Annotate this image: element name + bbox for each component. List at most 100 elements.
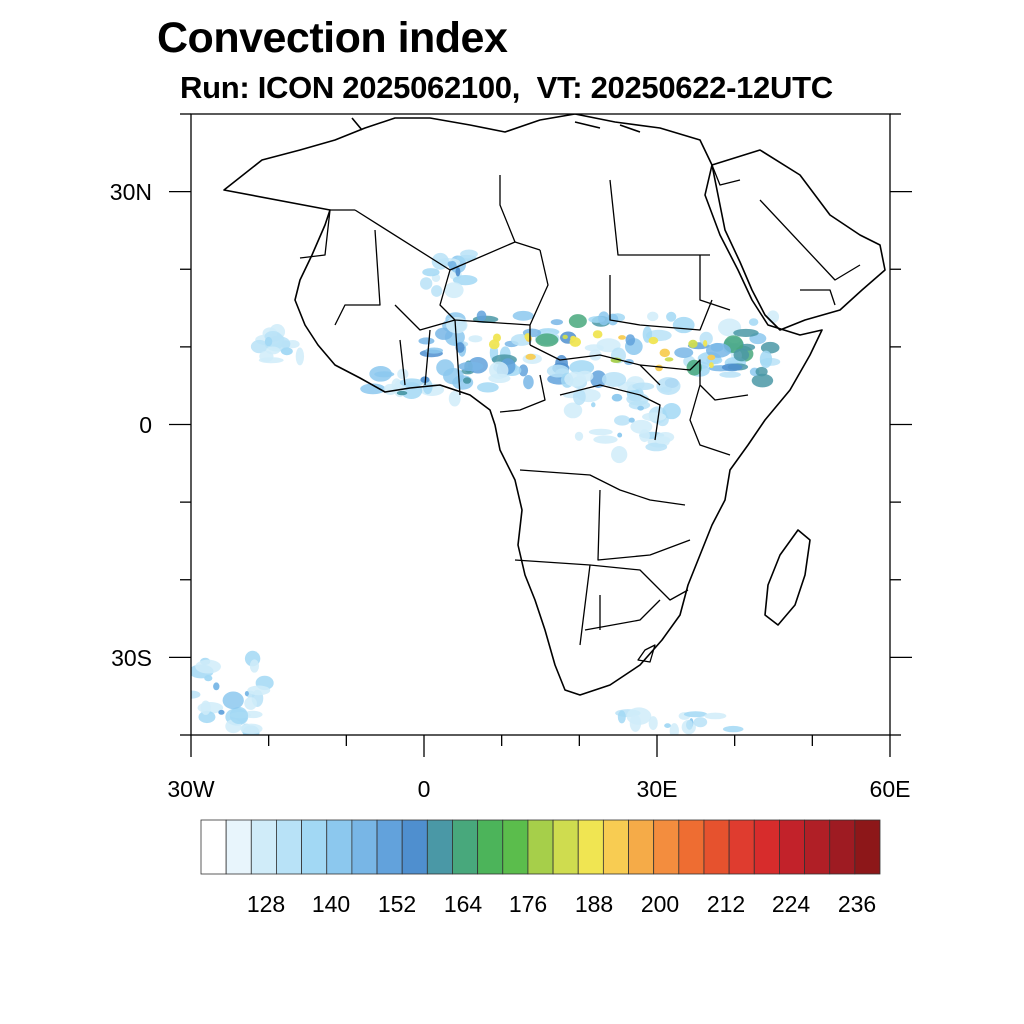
convection-cell [699,331,713,346]
colorbar-swatch [477,819,504,875]
colorbar-swatch [628,819,655,875]
x-tick-label-30e: 30E [637,776,678,802]
convection-core [707,354,716,361]
convection-cell [593,435,618,444]
x-tick-label-60e: 60E [870,776,911,802]
colorbar-label-212: 212 [707,891,745,917]
convection-core [281,340,291,350]
convection-cell [564,371,587,387]
colorbar-swatch [829,819,856,875]
convection-cell [722,725,744,733]
convection-cell [611,446,628,464]
colorbar-swatch [678,819,705,875]
convection-cell [573,388,586,406]
convection-cell [455,342,465,353]
convection-cell [588,428,613,436]
colorbar-label-176: 176 [509,891,547,917]
colorbar-label-224: 224 [772,891,811,917]
convection-cell [250,339,268,354]
colorbar-swatch [225,819,252,875]
convection-cell [705,343,731,358]
convection-cell [614,415,631,426]
convection-cell [512,310,534,321]
colorbar-swatch [602,819,629,875]
convection-cell [760,341,780,354]
convection-cell [452,275,478,286]
map-plot-area [191,114,886,735]
convection-core [688,339,698,349]
convection-cell [648,716,658,731]
convection-cell [574,431,584,441]
convection-cell [755,366,768,377]
convection-cell [418,337,435,345]
convection-cell [669,723,679,735]
axis-ticks [169,113,912,757]
convection-cell [446,316,468,334]
convection-cell [476,310,487,322]
convection-cell [719,371,741,378]
convection-cell [448,390,461,407]
x-tick-label-30w: 30W [167,776,215,802]
colorbar-swatch [401,819,428,875]
convection-cell [488,373,511,384]
convection-cell [683,711,708,718]
convection-cell [295,347,305,366]
africa-coast [223,114,823,696]
colorbar-label-152: 152 [378,891,416,917]
convection-cell [686,359,702,376]
convection-cell [435,327,453,340]
convection-core [244,690,249,697]
convection-cell [247,685,271,696]
y-tick-label-0: 0 [139,412,152,438]
convection-cell [759,350,773,369]
convection-cell [645,442,668,452]
convection-cell [590,370,607,388]
colorbar-swatch [577,819,604,875]
convection-core [611,393,623,402]
colorbar-swatch [753,819,780,875]
convection-cell [642,412,667,422]
convection-core [686,719,693,730]
convection-cell [598,311,610,326]
colorbar-label-200: 200 [641,891,679,917]
convection-cell [601,371,627,387]
convection-cell [198,710,216,724]
convection-cell [629,714,642,732]
colorbar-swatch [653,819,680,875]
colorbar-swatch [854,819,881,875]
colorbar-swatch [502,819,529,875]
convection-cell [674,347,694,358]
colorbar-swatch [250,819,277,875]
colorbar-label-128: 128 [247,891,285,917]
colorbar-labels: 128 140 152 164 176 188 200 212 224 236 [247,891,876,917]
colorbar-swatch [200,819,227,875]
convection-core [655,364,663,372]
convection-cell [704,712,727,720]
convection-cell [630,419,653,434]
convection-cell [656,377,681,395]
convection-cell [693,717,708,728]
convection-cell [632,382,655,391]
convection-core [664,357,674,362]
arabia-coast [711,149,886,331]
convection-cell [617,710,626,724]
colorbar-swatch [779,819,805,875]
madagascar-coast [764,529,811,626]
convection-cell [200,700,211,715]
convection-core [664,723,671,728]
convection-cell [468,335,483,343]
colorbar-label-164: 164 [444,891,483,917]
convection-cell [518,364,529,377]
chart-subtitle: Run: ICON 2025062100, VT: 20250622-12UTC [180,70,833,105]
convection-core [204,675,213,682]
convection-core [628,417,635,423]
y-tick-label-30n: 30N [110,179,152,205]
convection-cell [460,249,478,259]
x-tick-label-0: 0 [418,776,431,802]
convection-core [213,682,220,691]
convection-core [463,377,472,384]
convection-cell [584,344,604,352]
convection-core [592,330,603,339]
colorbar-swatch [527,819,554,875]
convection-cell [249,659,260,673]
